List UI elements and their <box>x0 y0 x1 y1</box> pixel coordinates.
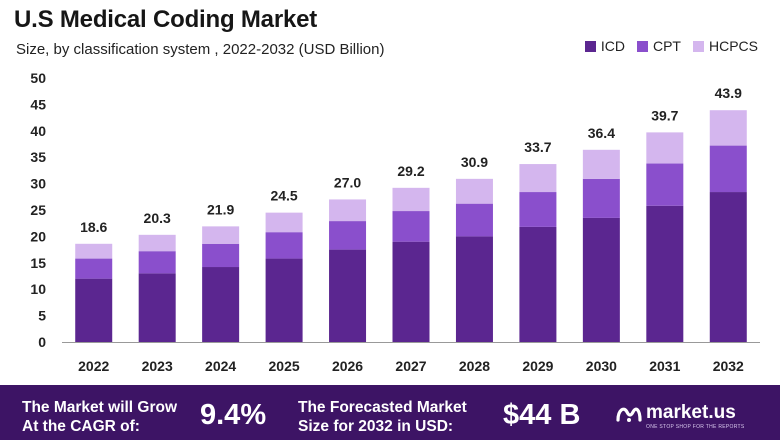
x-tick-label: 2027 <box>395 358 426 374</box>
y-tick-label: 20 <box>30 228 46 244</box>
bar-segment-icd <box>646 205 684 342</box>
bar-segment-icd <box>202 267 240 342</box>
x-tick-label: 2024 <box>205 358 236 374</box>
legend-swatch-cpt <box>636 40 648 52</box>
legend-item-icd: ICD <box>584 38 625 54</box>
legend-item-hcpcs: HCPCS <box>692 38 758 54</box>
y-tick-label: 15 <box>30 255 46 271</box>
bar-segment-hcpcs <box>709 110 747 146</box>
bar-segment-hcpcs <box>519 164 557 193</box>
y-tick-label: 5 <box>38 308 46 324</box>
y-tick-label: 50 <box>30 70 46 86</box>
bar-segment-hcpcs <box>265 212 303 233</box>
bar-segment-cpt <box>709 145 747 193</box>
legend-item-cpt: CPT <box>636 38 681 54</box>
brand-name: market.us <box>646 402 736 423</box>
bar-segment-cpt <box>202 243 240 268</box>
bar-segment-icd <box>265 258 303 342</box>
bar-segment-hcpcs <box>329 199 367 222</box>
bar-segment-hcpcs <box>202 226 240 244</box>
chart-subtitle: Size, by classification system , 2022-20… <box>16 41 385 58</box>
legend-swatch-hcpcs <box>692 40 704 52</box>
legend: ICD CPT HCPCS <box>584 38 758 54</box>
y-tick-label: 10 <box>30 281 46 297</box>
bar-total-label: 30.9 <box>461 154 488 170</box>
bar-segment-icd <box>138 273 176 342</box>
forecast-label: The Forecasted Market Size for 2032 in U… <box>298 398 467 436</box>
bar-segment-cpt <box>392 211 430 242</box>
cagr-value: 9.4% <box>200 399 267 431</box>
footer-banner: The Market will Grow At the CAGR of: 9.4… <box>0 385 780 440</box>
forecast-label-line1: The Forecasted Market <box>298 399 467 416</box>
brand-logo[interactable]: market.us <box>616 402 736 424</box>
y-tick-label: 30 <box>30 176 46 192</box>
bar-segment-hcpcs <box>582 149 620 179</box>
bar-segment-hcpcs <box>75 243 113 259</box>
bar-segment-icd <box>709 192 747 342</box>
bar-chart: 0510152025303540455018.6202220.3202321.9… <box>30 70 760 374</box>
bar-segment-cpt <box>75 258 113 279</box>
x-tick-label: 2028 <box>459 358 490 374</box>
bar-segment-hcpcs <box>138 234 176 252</box>
cagr-label-line2: At the CAGR of: <box>22 418 140 435</box>
cagr-label-line1: The Market will Grow <box>22 399 178 416</box>
forecast-label-line2: Size for 2032 in USD: <box>298 418 454 435</box>
bar-segment-cpt <box>329 221 367 250</box>
bar-segment-hcpcs <box>392 187 430 212</box>
bar-segment-icd <box>392 241 430 342</box>
x-tick-label: 2025 <box>269 358 300 374</box>
legend-label-hcpcs: HCPCS <box>708 38 758 54</box>
x-tick-label: 2032 <box>713 358 744 374</box>
bar-segment-cpt <box>519 192 557 227</box>
bar-total-label: 27.0 <box>334 174 361 190</box>
y-tick-label: 0 <box>38 334 46 350</box>
bar-total-label: 24.5 <box>270 188 297 204</box>
bar-segment-hcpcs <box>646 132 684 164</box>
bar-segment-icd <box>329 249 367 342</box>
bar-segment-icd <box>519 226 557 342</box>
brand-mark-icon <box>616 407 642 422</box>
x-tick-label: 2030 <box>586 358 617 374</box>
y-tick-label: 40 <box>30 123 46 139</box>
bar-total-label: 20.3 <box>144 210 171 226</box>
chart-title: U.S Medical Coding Market <box>14 6 318 33</box>
bar-total-label: 21.9 <box>207 201 234 217</box>
cagr-label: The Market will Grow At the CAGR of: <box>22 398 177 436</box>
bar-segment-cpt <box>582 178 620 218</box>
bar-segment-icd <box>75 278 113 342</box>
bar-segment-cpt <box>646 163 684 206</box>
bar-total-label: 43.9 <box>715 85 742 101</box>
brand-tagline: ONE STOP SHOP FOR THE REPORTS <box>646 424 745 430</box>
y-tick-label: 35 <box>30 149 46 165</box>
x-tick-label: 2022 <box>78 358 109 374</box>
bar-segment-icd <box>455 236 493 342</box>
legend-label-cpt: CPT <box>652 38 681 54</box>
legend-label-icd: ICD <box>600 38 625 54</box>
legend-swatch-icd <box>584 40 596 52</box>
bar-total-label: 39.7 <box>651 107 678 123</box>
forecast-value: $44 B <box>503 399 581 431</box>
y-tick-label: 45 <box>30 96 46 112</box>
x-tick-label: 2029 <box>522 358 553 374</box>
x-tick-label: 2026 <box>332 358 363 374</box>
y-tick-label: 25 <box>30 202 46 218</box>
bar-total-label: 33.7 <box>524 139 551 155</box>
bar-segment-cpt <box>455 203 493 237</box>
bar-segment-cpt <box>138 251 176 274</box>
bar-total-label: 18.6 <box>80 219 107 235</box>
x-tick-label: 2031 <box>649 358 680 374</box>
bar-segment-cpt <box>265 232 303 259</box>
x-tick-label: 2023 <box>142 358 173 374</box>
bar-total-label: 29.2 <box>397 163 424 179</box>
bar-total-label: 36.4 <box>588 125 615 141</box>
bar-segment-hcpcs <box>455 178 493 204</box>
bar-segment-icd <box>582 217 620 342</box>
